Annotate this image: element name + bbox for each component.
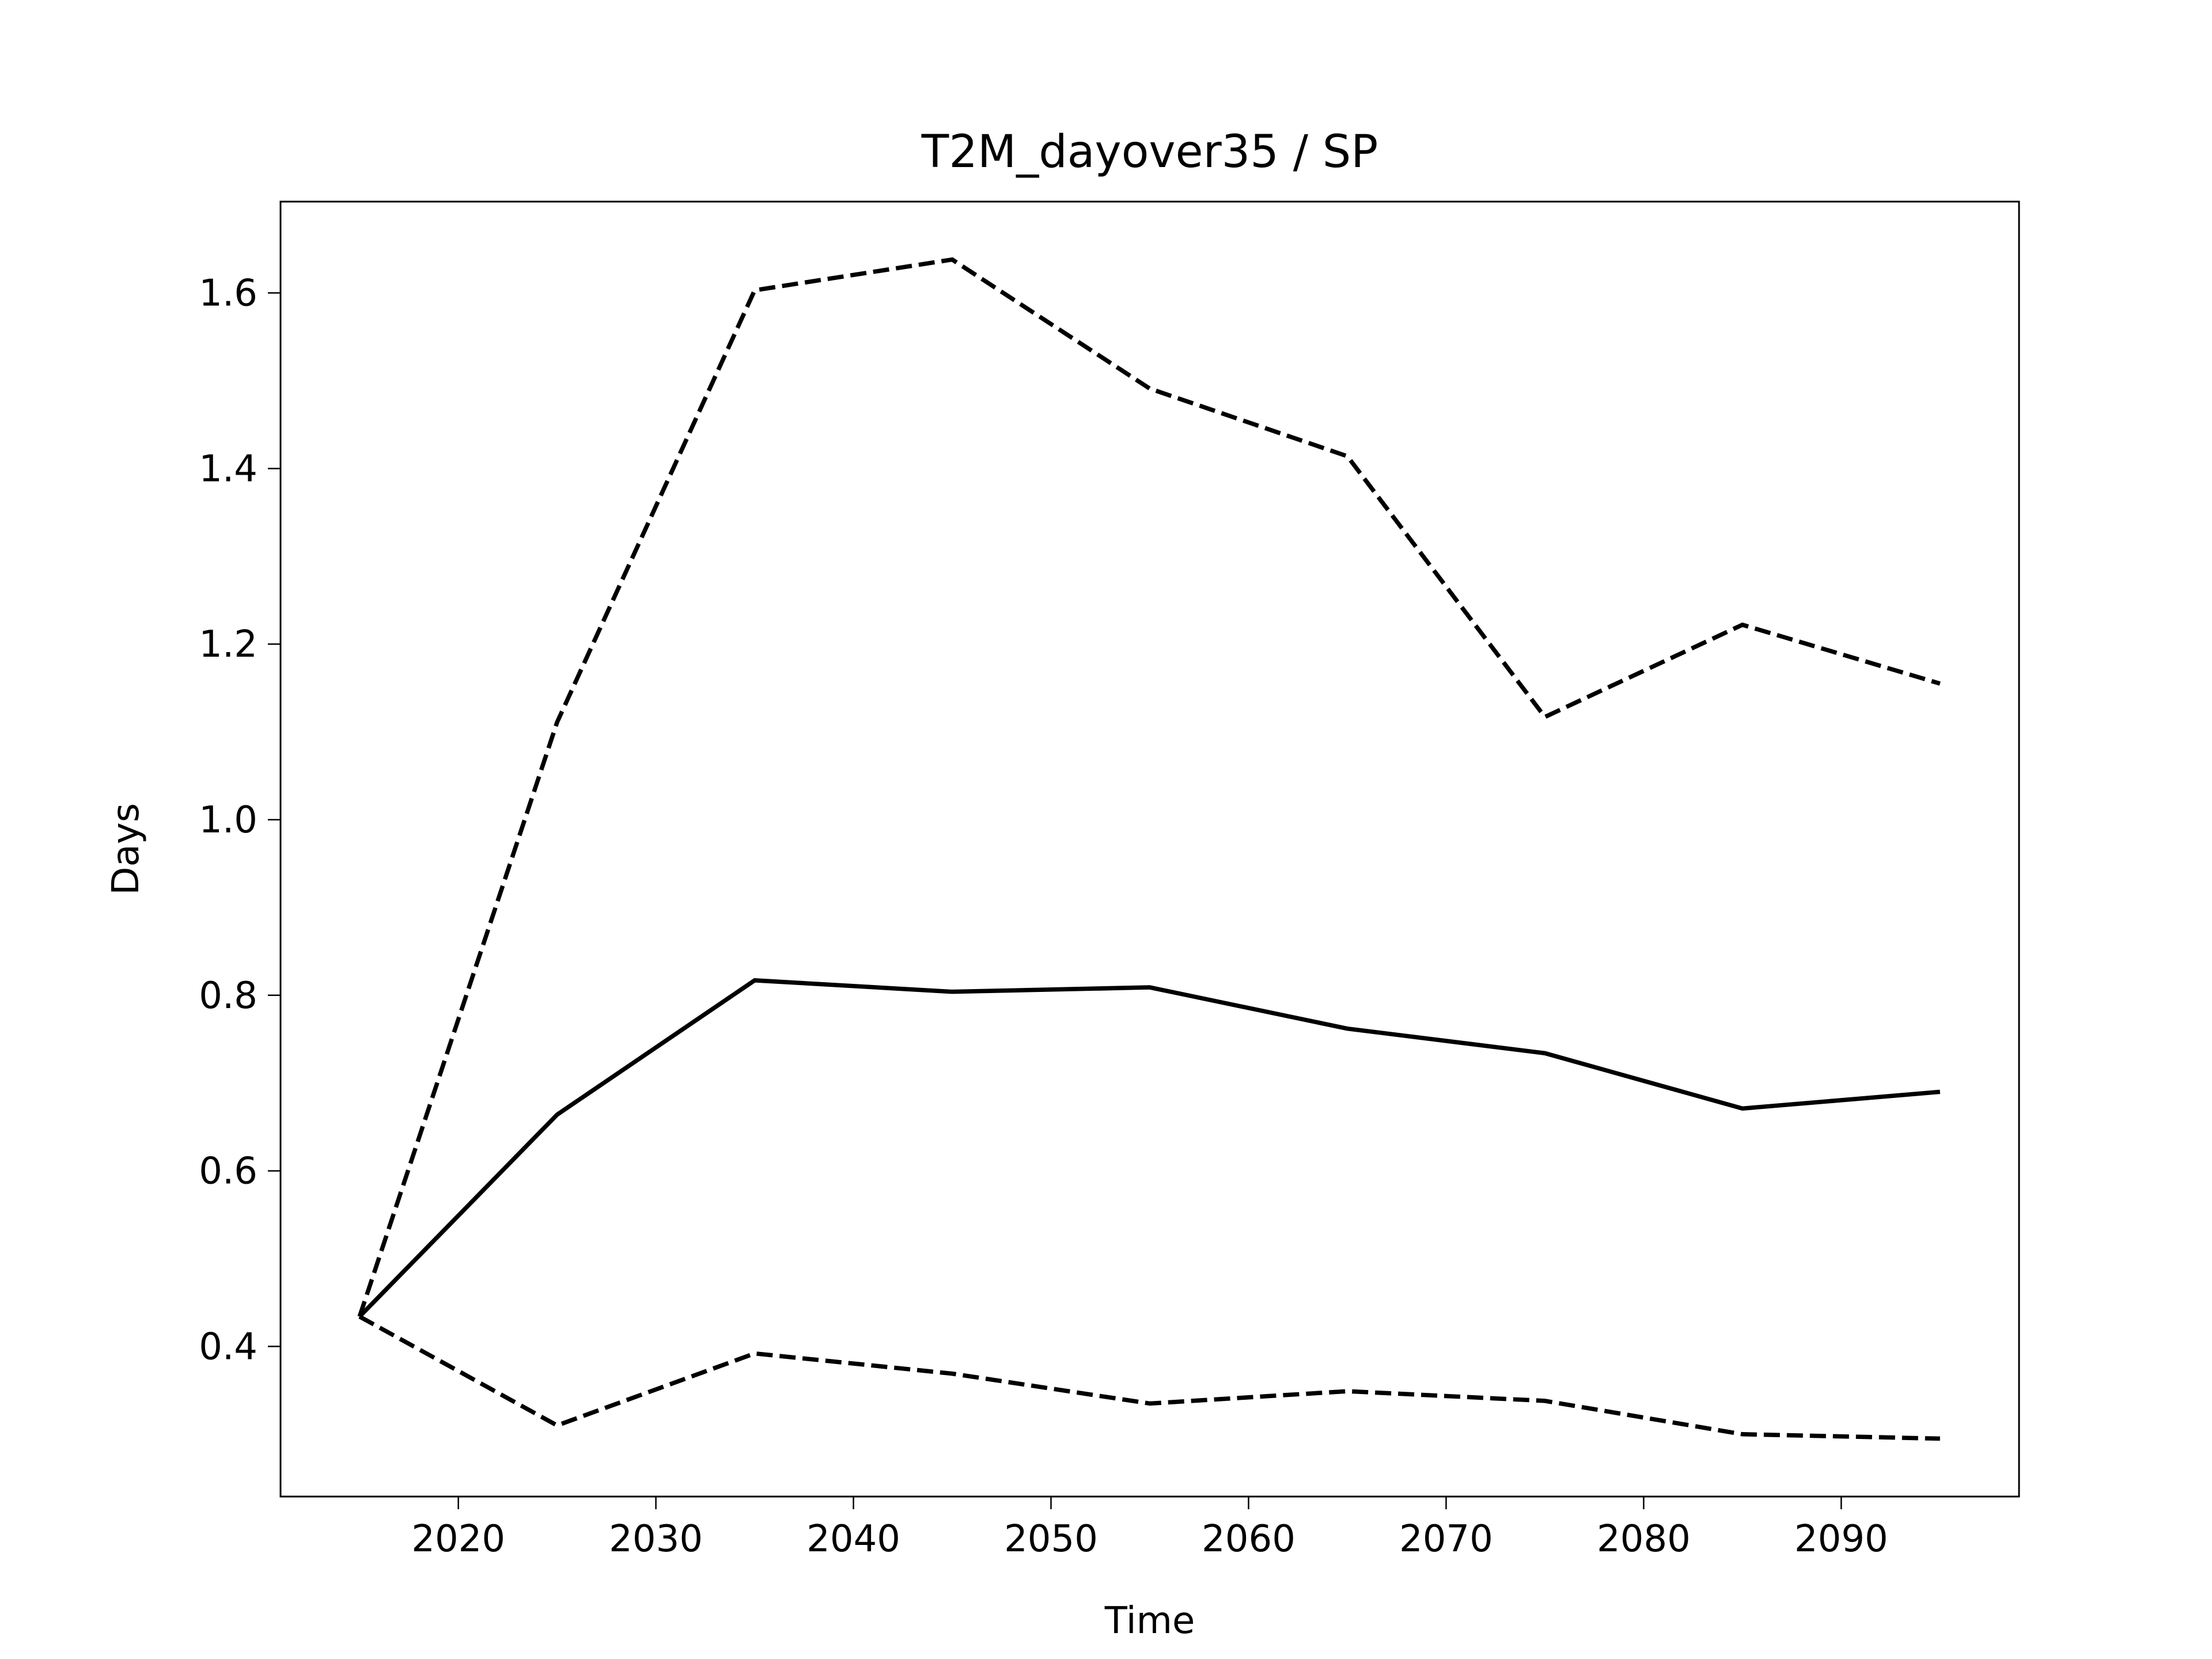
y-tick-label: 0.6 — [199, 1150, 257, 1193]
series-line — [358, 978, 1941, 1319]
x-tick-label: 2020 — [411, 1518, 505, 1560]
y-tick-label: 1.4 — [199, 448, 257, 490]
y-tick-label: 1.6 — [199, 272, 257, 315]
series-line — [357, 257, 1941, 1317]
x-tick-label: 2080 — [1597, 1518, 1691, 1560]
x-tick-label: 2030 — [609, 1518, 703, 1560]
series-line — [358, 1315, 1940, 1441]
x-tick-label: 2050 — [1004, 1518, 1098, 1560]
plot-frame — [279, 200, 2020, 1498]
y-tick-label: 1.2 — [199, 623, 257, 666]
x-tick-label: 2040 — [806, 1518, 900, 1560]
x-tick-label: 2090 — [1794, 1518, 1888, 1560]
y-tick-label: 0.4 — [199, 1325, 257, 1368]
chart-title: T2M_dayover35 / SP — [921, 126, 1378, 178]
x-tick-label: 2070 — [1399, 1518, 1493, 1560]
y-axis-label: Days — [105, 803, 147, 895]
y-tick-label: 0.8 — [199, 975, 257, 1017]
x-axis-label: Time — [1104, 1600, 1195, 1642]
y-tick-label: 1.0 — [199, 799, 257, 842]
x-tick-label: 2060 — [1202, 1518, 1296, 1560]
